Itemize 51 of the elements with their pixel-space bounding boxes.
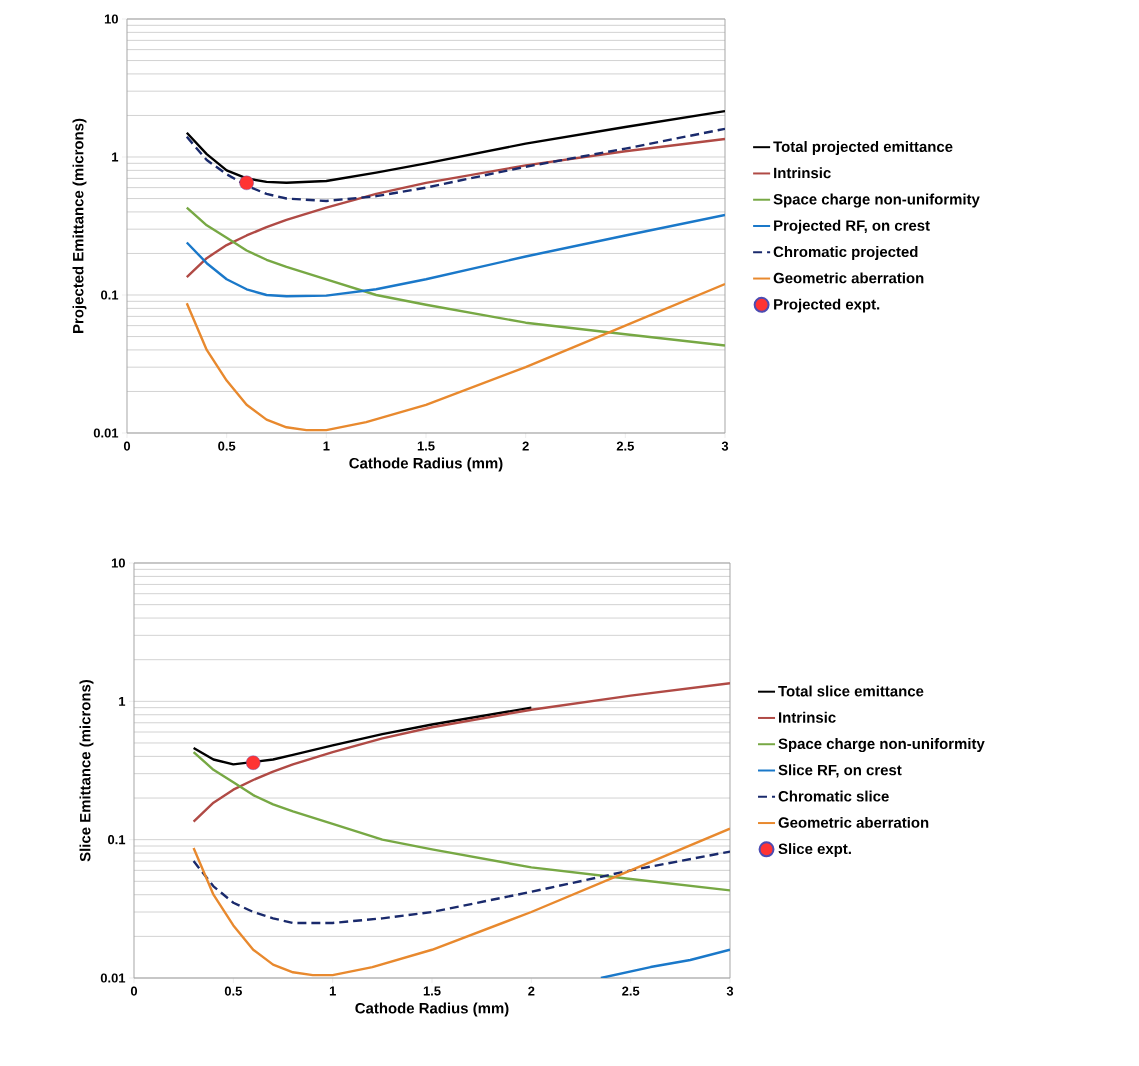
- legend-label: Intrinsic: [774, 167, 831, 179]
- legend-label: Intrinsic: [779, 711, 836, 723]
- line-series: [185, 137, 725, 279]
- y-tick-label: 1: [119, 696, 126, 706]
- legend-label: Chromatic slice: [778, 790, 889, 802]
- y-axis-title: Projected Emittance (microns): [72, 118, 87, 333]
- y-tick-label: 1: [112, 152, 119, 162]
- x-axis-title: Cathode Radius (mm): [349, 457, 503, 472]
- line-series: [185, 127, 725, 203]
- x-tick-label: 2: [522, 441, 529, 451]
- x-tick-label: 0.5: [224, 986, 242, 996]
- y-tick-label: 0.1: [108, 835, 126, 845]
- x-tick-label: 2: [528, 986, 535, 996]
- y-tick-label: 0.01: [93, 428, 119, 438]
- legend-label: Projected RF, on crest: [774, 219, 930, 234]
- line-series: [185, 206, 725, 347]
- legend-label: Space charge non-uniformity: [773, 193, 980, 208]
- legend-label: Slice RF, on crest: [778, 764, 902, 778]
- x-tick-label: 1: [329, 986, 336, 996]
- legend-label: Slice expt.: [778, 843, 851, 858]
- y-axis-title: Slice Emittance (microns): [79, 679, 94, 862]
- x-tick-label: 2.5: [616, 441, 634, 451]
- x-tick-label: 1: [323, 441, 330, 451]
- x-tick-label: 2.5: [622, 986, 640, 996]
- y-tick-label: 0.1: [101, 290, 119, 300]
- line-series: [192, 827, 731, 977]
- x-tick-label: 3: [726, 986, 734, 996]
- line-series: [192, 750, 731, 892]
- y-tick-label: 0.01: [100, 973, 126, 983]
- legend-label: Geometric aberration: [778, 816, 929, 828]
- x-tick-label: 1.5: [423, 986, 441, 996]
- line-series: [192, 850, 731, 925]
- x-tick-label: 0.5: [218, 441, 236, 451]
- x-axis-title: Cathode Radius (mm): [355, 1002, 509, 1017]
- x-tick-label: 1.5: [417, 441, 435, 451]
- y-tick-label: 10: [111, 558, 125, 568]
- x-tick-label: 3: [721, 441, 729, 451]
- legend-label: Geometric aberration: [773, 272, 924, 284]
- x-tick-label: 0: [123, 441, 131, 451]
- line-series: [192, 682, 731, 823]
- line-series: [185, 213, 725, 298]
- legend-label: Total projected emittance: [773, 141, 953, 155]
- legend-label: Chromatic projected: [773, 246, 918, 261]
- line-series: [185, 282, 725, 432]
- legend-label: Total slice emittance: [778, 685, 924, 697]
- line-series: [599, 948, 731, 978]
- legend-label: Space charge non-uniformity: [778, 738, 985, 753]
- x-tick-label: 0: [130, 986, 138, 996]
- y-tick-label: 10: [104, 14, 118, 24]
- line-series: [192, 706, 533, 766]
- legend-label: Projected expt.: [774, 298, 880, 313]
